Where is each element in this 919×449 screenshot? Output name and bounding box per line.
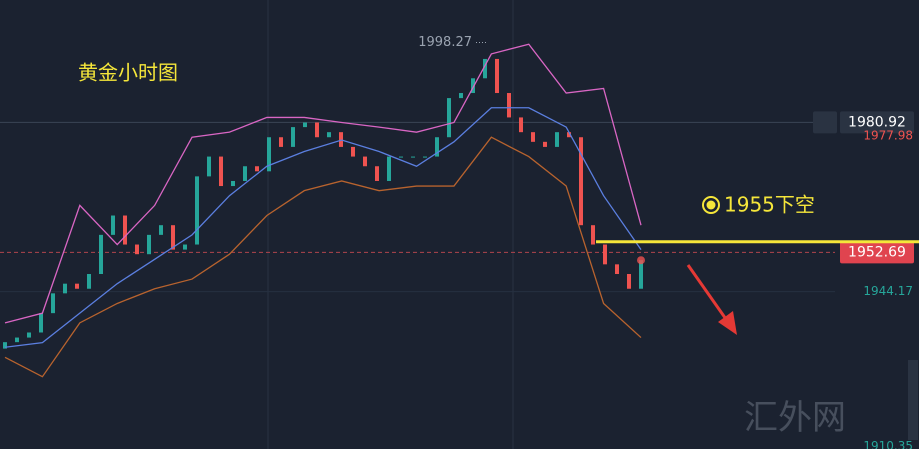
band-line bbox=[4, 43, 642, 324]
candle bbox=[27, 332, 31, 338]
candle bbox=[627, 274, 631, 289]
candle bbox=[591, 225, 595, 245]
candle bbox=[459, 93, 463, 99]
candle bbox=[447, 98, 451, 138]
level-icon-dot bbox=[706, 200, 716, 210]
candle bbox=[639, 260, 643, 289]
candle bbox=[471, 78, 475, 94]
candle bbox=[579, 137, 583, 226]
candle bbox=[315, 122, 319, 138]
candle bbox=[411, 156, 415, 158]
candle bbox=[255, 166, 259, 172]
candle bbox=[555, 132, 559, 147]
candle bbox=[135, 244, 139, 255]
candle bbox=[75, 283, 79, 289]
candle bbox=[363, 156, 367, 167]
candle bbox=[483, 58, 487, 79]
candle bbox=[3, 342, 7, 349]
candle bbox=[423, 156, 427, 158]
y-tick-label: 1910.35 bbox=[863, 439, 913, 449]
candle bbox=[183, 244, 187, 250]
chart-title: 黄金小时图 bbox=[78, 61, 178, 85]
candle bbox=[147, 234, 151, 255]
candle bbox=[63, 283, 67, 294]
candle bbox=[207, 156, 211, 177]
candle bbox=[291, 127, 295, 147]
candle bbox=[399, 156, 403, 158]
candle bbox=[171, 225, 175, 250]
candle bbox=[531, 132, 535, 142]
candle bbox=[615, 264, 619, 275]
candle bbox=[243, 166, 247, 181]
candle bbox=[303, 122, 307, 128]
candle bbox=[519, 117, 523, 133]
candle bbox=[111, 215, 115, 235]
y-tick-label: 1980.92 bbox=[848, 114, 906, 130]
candle bbox=[435, 137, 439, 157]
candle bbox=[39, 313, 43, 333]
candle bbox=[495, 58, 499, 94]
level-icon bbox=[702, 196, 720, 214]
candle bbox=[99, 234, 103, 275]
bell-button bbox=[813, 111, 837, 134]
level-label: 1955下空 bbox=[724, 193, 815, 217]
price-tag bbox=[840, 241, 914, 264]
candle bbox=[267, 137, 271, 172]
candle bbox=[15, 337, 19, 343]
candle bbox=[87, 274, 91, 289]
candle bbox=[123, 215, 127, 245]
last-price-dot bbox=[637, 256, 645, 265]
y-tick-label: 1944.17 bbox=[863, 284, 913, 298]
band-line bbox=[4, 136, 642, 378]
watermark: 汇外网 bbox=[744, 398, 846, 438]
candle bbox=[351, 146, 355, 157]
candle bbox=[375, 166, 379, 181]
candle bbox=[327, 132, 331, 138]
candle bbox=[231, 180, 235, 187]
candle bbox=[219, 156, 223, 187]
candle bbox=[567, 132, 571, 138]
y-tick-label: 1977.98 bbox=[863, 128, 913, 142]
candle bbox=[387, 156, 391, 181]
candle bbox=[51, 293, 55, 314]
price-tag bbox=[840, 111, 914, 134]
candle bbox=[195, 176, 199, 245]
candle bbox=[279, 137, 283, 147]
candle bbox=[159, 225, 163, 235]
candle bbox=[507, 93, 511, 118]
arrow-head bbox=[718, 311, 737, 335]
candle bbox=[603, 244, 607, 265]
candle bbox=[543, 141, 547, 147]
scrollbar[interactable] bbox=[908, 360, 918, 440]
band-line bbox=[4, 107, 642, 348]
arrow-shaft bbox=[686, 264, 730, 323]
y-tick-label: 1952.69 bbox=[848, 244, 906, 260]
high-label: 1998.27 bbox=[418, 35, 472, 50]
